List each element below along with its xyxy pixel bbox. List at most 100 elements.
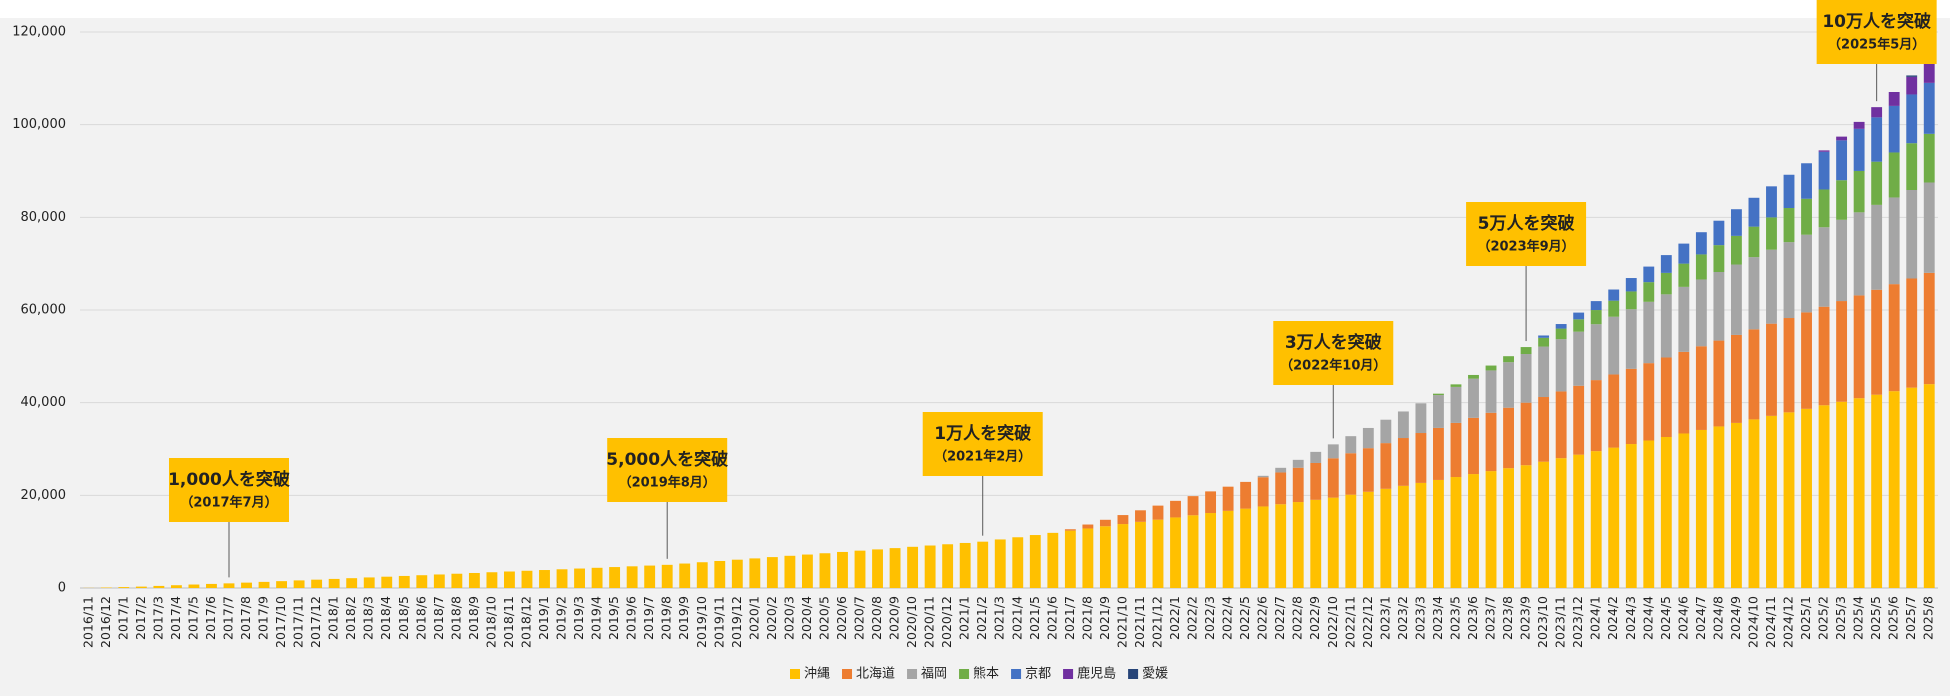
bar-segment — [1695, 429, 1707, 588]
bar-segment — [1590, 451, 1602, 588]
x-tick-label: 2018/6 — [413, 596, 428, 640]
bar-segment — [1625, 278, 1637, 292]
bar-segment — [1660, 272, 1672, 295]
bar-segment — [714, 560, 726, 588]
bar-segment — [1783, 318, 1795, 413]
x-tick-label: 2017/6 — [203, 596, 218, 640]
annotation-date: （2023年9月） — [1477, 239, 1574, 255]
bar-segment — [1906, 94, 1918, 144]
bar-segment — [258, 581, 270, 588]
x-tick-label: 2024/3 — [1623, 596, 1638, 640]
x-tick-label: 2025/3 — [1833, 596, 1848, 640]
bar-segment — [504, 571, 515, 588]
bar-segment — [1818, 151, 1830, 190]
bar-segment — [994, 539, 1006, 588]
bar-segment — [1485, 370, 1497, 413]
annotation-title: 1万人を突破 — [934, 423, 1031, 444]
legend-swatch — [842, 669, 853, 679]
x-tick-label: 2016/11 — [80, 596, 95, 648]
bar-segment — [1625, 444, 1637, 588]
bar-segment — [1853, 128, 1865, 171]
x-tick-label: 2022/5 — [1237, 596, 1252, 640]
bar-segment — [766, 557, 778, 588]
legend-label: 鹿児島 — [1077, 666, 1116, 682]
bar-segment — [1923, 182, 1935, 273]
bar-segment — [1923, 82, 1935, 134]
x-tick-label: 2024/11 — [1763, 596, 1778, 648]
annotation-date: （2025年5月） — [1828, 37, 1925, 53]
bar-segment — [311, 579, 323, 588]
bar-segment — [398, 575, 410, 588]
x-tick-label: 2019/10 — [694, 596, 709, 648]
annotation-title: 5万人を突破 — [1478, 213, 1575, 234]
x-tick-label: 2023/10 — [1535, 596, 1550, 648]
x-tick-label: 2019/9 — [676, 596, 691, 640]
bar-segment — [1766, 217, 1777, 250]
annotation-date: （2022年10月） — [1280, 358, 1386, 374]
bar-segment — [1257, 475, 1269, 478]
x-tick-label: 2019/12 — [729, 596, 744, 648]
bar-segment — [1608, 447, 1620, 588]
x-tick-label: 2017/9 — [256, 596, 271, 640]
x-tick-label: 2017/7 — [220, 596, 235, 640]
bar-segment — [1853, 398, 1865, 588]
bar-segment — [1713, 426, 1725, 588]
bar-segment — [1415, 403, 1427, 434]
x-tick-label: 2023/9 — [1518, 596, 1533, 640]
bar-segment — [1783, 208, 1795, 243]
x-tick-label: 2021/7 — [1062, 596, 1077, 640]
bar-segment — [1380, 419, 1392, 444]
x-tick-label: 2021/9 — [1097, 596, 1112, 640]
bar-segment — [1310, 462, 1322, 500]
bar-segment — [696, 562, 708, 588]
bar-segment — [1783, 242, 1795, 319]
bar-segment — [1801, 408, 1812, 588]
bar-segment — [381, 576, 393, 588]
bar-segment — [784, 555, 796, 588]
bar-segment — [1520, 402, 1532, 466]
annotation-box — [1273, 321, 1394, 385]
bar-segment — [1205, 513, 1217, 588]
bar-segment — [1748, 257, 1760, 330]
bar-segment — [1573, 454, 1585, 588]
bar-segment — [1082, 528, 1094, 588]
x-tick-label: 2022/3 — [1202, 596, 1217, 640]
bar-segment — [609, 567, 621, 588]
bar-segment — [1222, 486, 1234, 511]
x-tick-label: 2023/7 — [1483, 596, 1498, 640]
annotation-box — [1816, 0, 1937, 64]
bar-segment — [1730, 209, 1742, 236]
bar-segment — [1695, 279, 1707, 347]
x-tick-label: 2017/11 — [291, 596, 306, 648]
x-tick-label: 2021/4 — [1009, 596, 1024, 640]
bar-segment — [468, 572, 480, 588]
bar-segment — [521, 570, 533, 588]
bar-segment — [1590, 324, 1602, 381]
x-tick-label: 2024/4 — [1640, 596, 1655, 640]
x-tick-label: 2019/5 — [606, 596, 621, 640]
bar-segment — [1643, 266, 1655, 283]
bar-segment — [924, 545, 936, 588]
x-tick-label: 2018/1 — [326, 596, 341, 640]
x-tick-label: 2018/7 — [431, 596, 446, 640]
x-tick-label: 2021/12 — [1149, 596, 1164, 648]
x-tick-label: 2023/2 — [1395, 596, 1410, 640]
bar-segment — [1730, 422, 1742, 588]
bar-segment — [1310, 499, 1322, 588]
bar-segment — [1047, 532, 1059, 588]
bar-segment — [1503, 407, 1514, 469]
x-tick-label: 2024/8 — [1710, 596, 1725, 640]
legend-swatch — [790, 669, 800, 679]
bar-segment — [1643, 363, 1655, 441]
x-tick-label: 2023/8 — [1500, 596, 1515, 640]
x-tick-label: 2020/5 — [816, 596, 831, 640]
bar-segment — [1748, 329, 1760, 420]
x-tick-label: 2023/11 — [1553, 596, 1568, 648]
bar-segment — [1923, 133, 1935, 183]
bar-segment — [1836, 219, 1848, 302]
annotation-title: 10万人を突破 — [1822, 11, 1931, 32]
x-tick-label: 2024/2 — [1605, 596, 1620, 640]
bar-segment — [539, 570, 550, 588]
bar-segment — [1660, 436, 1672, 588]
y-tick-label: 40,000 — [21, 395, 67, 410]
